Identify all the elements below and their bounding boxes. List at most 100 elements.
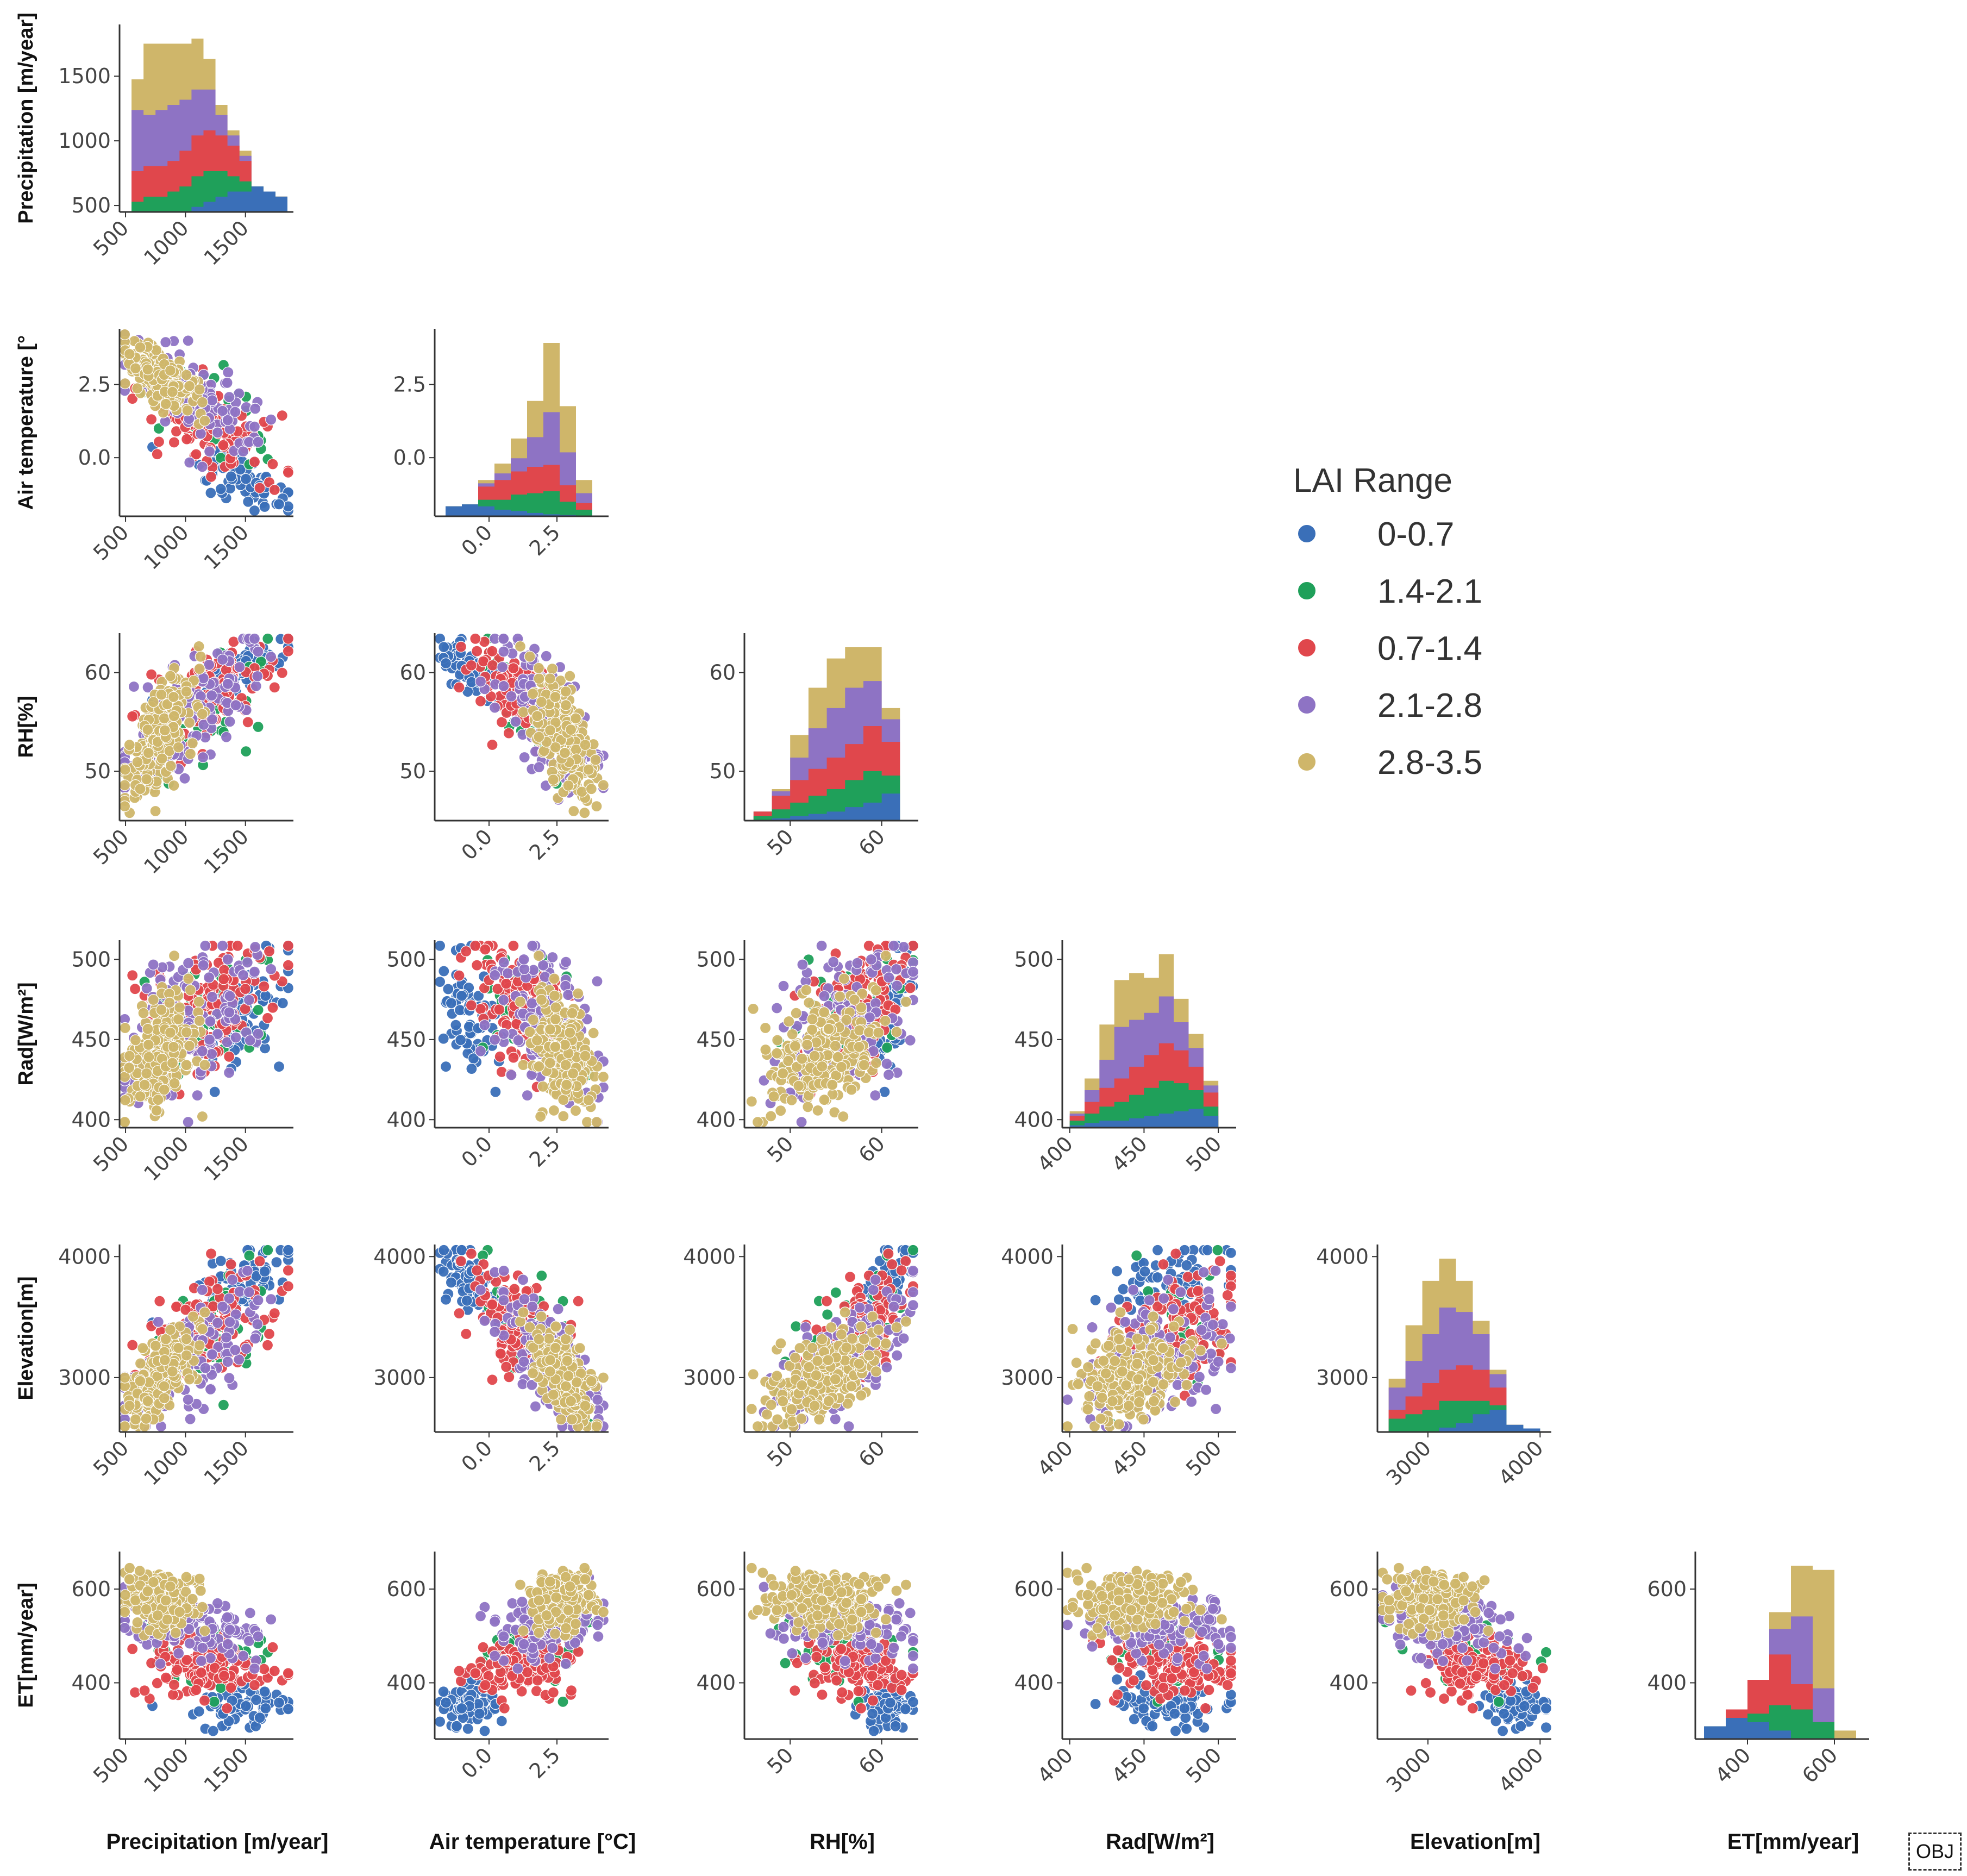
scatter-point [127, 392, 139, 405]
scatter-point [455, 641, 467, 653]
scatter-point [141, 773, 153, 785]
scatter-point [562, 1370, 574, 1382]
scatter-point [552, 1303, 564, 1315]
scatter-point [193, 663, 205, 675]
scatter-point [205, 471, 217, 483]
y-axis-label-rad: Rad[W/m²] [15, 983, 37, 1086]
scatter-point [262, 1244, 274, 1256]
scatter-point [801, 1039, 813, 1051]
scatter-point [220, 1331, 233, 1343]
scatter-point [544, 672, 556, 685]
scatter-point [119, 1372, 131, 1384]
scatter-point [795, 1116, 807, 1128]
scatter-point [793, 1080, 805, 1092]
y-tick-label: 500 [1014, 947, 1054, 971]
scatter-point [222, 678, 234, 690]
scatter-point [164, 997, 176, 1009]
scatter-point [560, 699, 572, 711]
scatter-point [240, 745, 252, 758]
scatter-point [196, 1323, 208, 1335]
scatter-point [199, 415, 211, 427]
scatter-point [222, 1356, 234, 1368]
scatter-point [217, 653, 229, 666]
scatter-point [806, 1013, 818, 1025]
scatter-point [128, 680, 140, 693]
scatter-point [142, 681, 154, 693]
x-tick-label: 400 [1033, 1131, 1078, 1176]
scatter-point [149, 805, 161, 817]
scatter-point [873, 1027, 885, 1039]
scatter-point [502, 967, 514, 979]
scatter-point [123, 1400, 135, 1412]
scatter-point [119, 328, 131, 341]
scatter-point [465, 659, 478, 672]
scatter-point [561, 1355, 573, 1367]
scatter-point [184, 748, 196, 760]
scatter-point [197, 959, 209, 971]
scatter-point [152, 1094, 164, 1106]
scatter-point [440, 1293, 452, 1305]
scatter-point [127, 970, 139, 981]
scatter-point [153, 436, 165, 448]
scatter-point [123, 1062, 135, 1074]
scatter-point [771, 1002, 783, 1014]
scatter-point [229, 406, 241, 418]
scatter-point [772, 1034, 784, 1046]
scatter-point [590, 754, 602, 766]
scatter-point [559, 747, 571, 759]
scatter-point [438, 641, 450, 653]
scatter-point [184, 1040, 196, 1052]
scatter-point [147, 959, 159, 971]
scatter-point [224, 716, 236, 728]
scatter-point [768, 1090, 780, 1103]
scatter-point [206, 690, 218, 702]
x-tick-label: 1500 [199, 1131, 254, 1186]
scatter-point [249, 941, 261, 953]
scatter-point [159, 724, 171, 736]
scatter-point [282, 1244, 295, 1256]
scatter-point [832, 1051, 844, 1063]
y-tick-label: 50 [400, 759, 426, 783]
scatter-point [206, 395, 218, 407]
scatter-point [527, 1014, 539, 1026]
scatter-point [237, 969, 249, 981]
scatter-point [561, 1079, 573, 1091]
x-tick-label: 500 [89, 1131, 133, 1176]
scatter-point [166, 1057, 178, 1069]
scatter-point [142, 1023, 154, 1035]
scatter-point [531, 1034, 543, 1046]
scatter-point [900, 996, 912, 1008]
scatter-point [834, 990, 846, 1003]
scatter-point [535, 696, 548, 708]
scatter-point [489, 969, 501, 981]
x-tick-label: 1000 [139, 520, 193, 574]
scatter-point [205, 1248, 217, 1260]
scatter-point [544, 724, 556, 736]
scatter-point [845, 1084, 857, 1096]
scatter-point [440, 657, 452, 670]
scatter-point [139, 1079, 151, 1091]
scatter-point [168, 436, 180, 448]
scatter-point [243, 994, 255, 1006]
scatter-point [183, 973, 195, 985]
scatter-point [479, 943, 491, 955]
scatter-point [557, 1110, 569, 1122]
scatter-point [465, 999, 478, 1011]
scatter-point [123, 739, 135, 751]
scatter-point [211, 427, 223, 439]
scatter-point [222, 414, 234, 426]
x-tick-label: 500 [89, 824, 133, 869]
scatter-point [172, 1342, 184, 1354]
scatter-point [536, 1270, 548, 1281]
scatter-point [526, 997, 538, 1009]
scatter-point [271, 1256, 283, 1268]
scatter-point [882, 1068, 895, 1081]
scatter-point [199, 1306, 211, 1318]
scatter-point [579, 1050, 591, 1062]
scatter-point [142, 1395, 154, 1407]
scatter-point [131, 382, 143, 395]
scatter-point [760, 1043, 772, 1056]
